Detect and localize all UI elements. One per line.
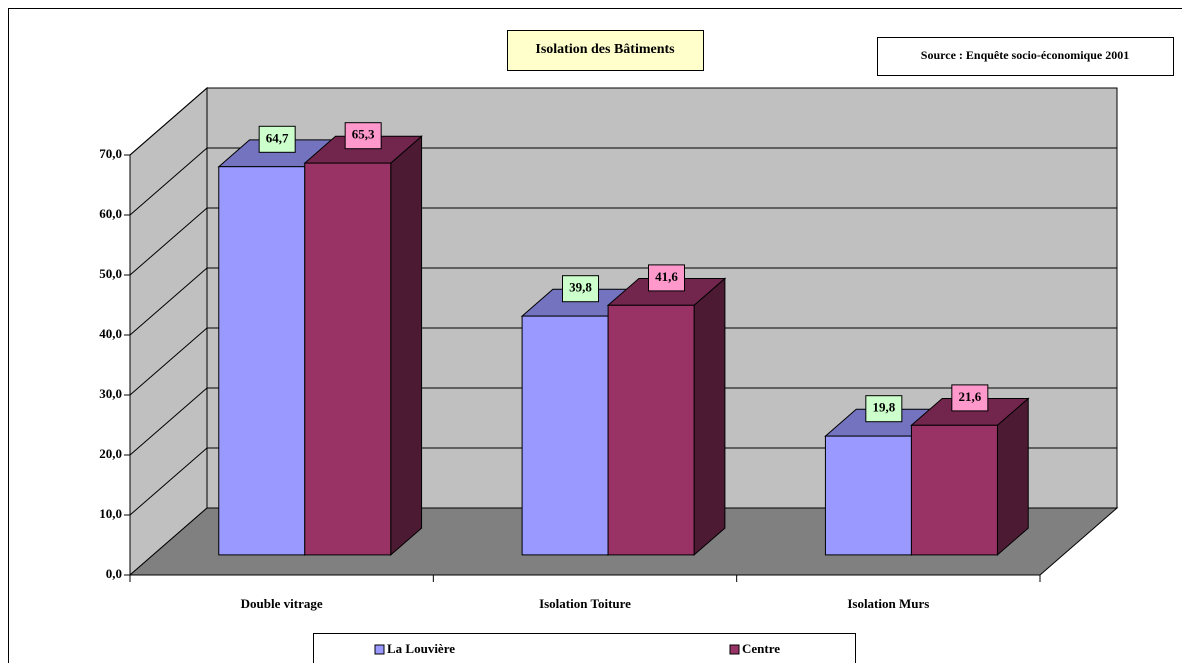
source-annotation: Source : Enquête socio-économique 2001 [921, 48, 1129, 62]
data-label: 64,7 [266, 130, 289, 145]
bar [521, 315, 609, 556]
grid-line [129, 207, 1117, 276]
side-wall [129, 86, 208, 577]
data-label: 21,6 [958, 389, 981, 404]
y-tick-label: 0,0 [106, 566, 122, 581]
bar [218, 166, 306, 556]
grid-line [129, 267, 1117, 336]
grid-line [129, 147, 1117, 216]
legend-swatch [729, 644, 740, 655]
grid-line [129, 447, 1117, 516]
plot-area [124, 86, 1119, 582]
y-tick-label: 50,0 [99, 266, 122, 281]
y-tick-label: 60,0 [99, 206, 122, 221]
y-tick-label: 40,0 [99, 326, 122, 341]
bar-side [390, 135, 423, 556]
legend-label: La Louvière [387, 641, 455, 656]
data-label-box [865, 395, 903, 423]
data-label: 65,3 [352, 127, 375, 142]
y-tick-label: 10,0 [99, 506, 122, 521]
data-label-box [562, 275, 599, 303]
grid-line [129, 327, 1117, 396]
x-tick-label: Isolation Toiture [539, 596, 631, 611]
chart-title: Isolation des Bâtiments [535, 42, 675, 57]
grid-line [129, 387, 1117, 456]
data-label-box [951, 384, 989, 412]
data-label-box [648, 264, 685, 292]
grid-line [129, 87, 1117, 156]
bar [910, 424, 998, 556]
bar [304, 162, 392, 556]
data-label: 19,8 [872, 400, 895, 415]
y-tick-label: 20,0 [99, 446, 122, 461]
legend-label: Centre [742, 641, 780, 656]
data-label: 39,8 [569, 280, 592, 295]
x-tick-label: Double vitrage [241, 596, 323, 611]
y-tick-label: 30,0 [99, 386, 122, 401]
title-box [507, 30, 704, 71]
source-box [877, 37, 1174, 76]
data-label-box [344, 122, 382, 150]
bar-side [693, 277, 726, 556]
y-tick-label: 70,0 [99, 146, 122, 161]
x-tick-label: Isolation Murs [847, 596, 929, 611]
bar [607, 304, 695, 556]
bar [824, 435, 912, 556]
data-label: 41,6 [655, 269, 678, 284]
data-label-box [258, 125, 296, 153]
bar-side [996, 397, 1029, 556]
legend-box [313, 633, 856, 663]
legend-swatch [374, 644, 385, 655]
